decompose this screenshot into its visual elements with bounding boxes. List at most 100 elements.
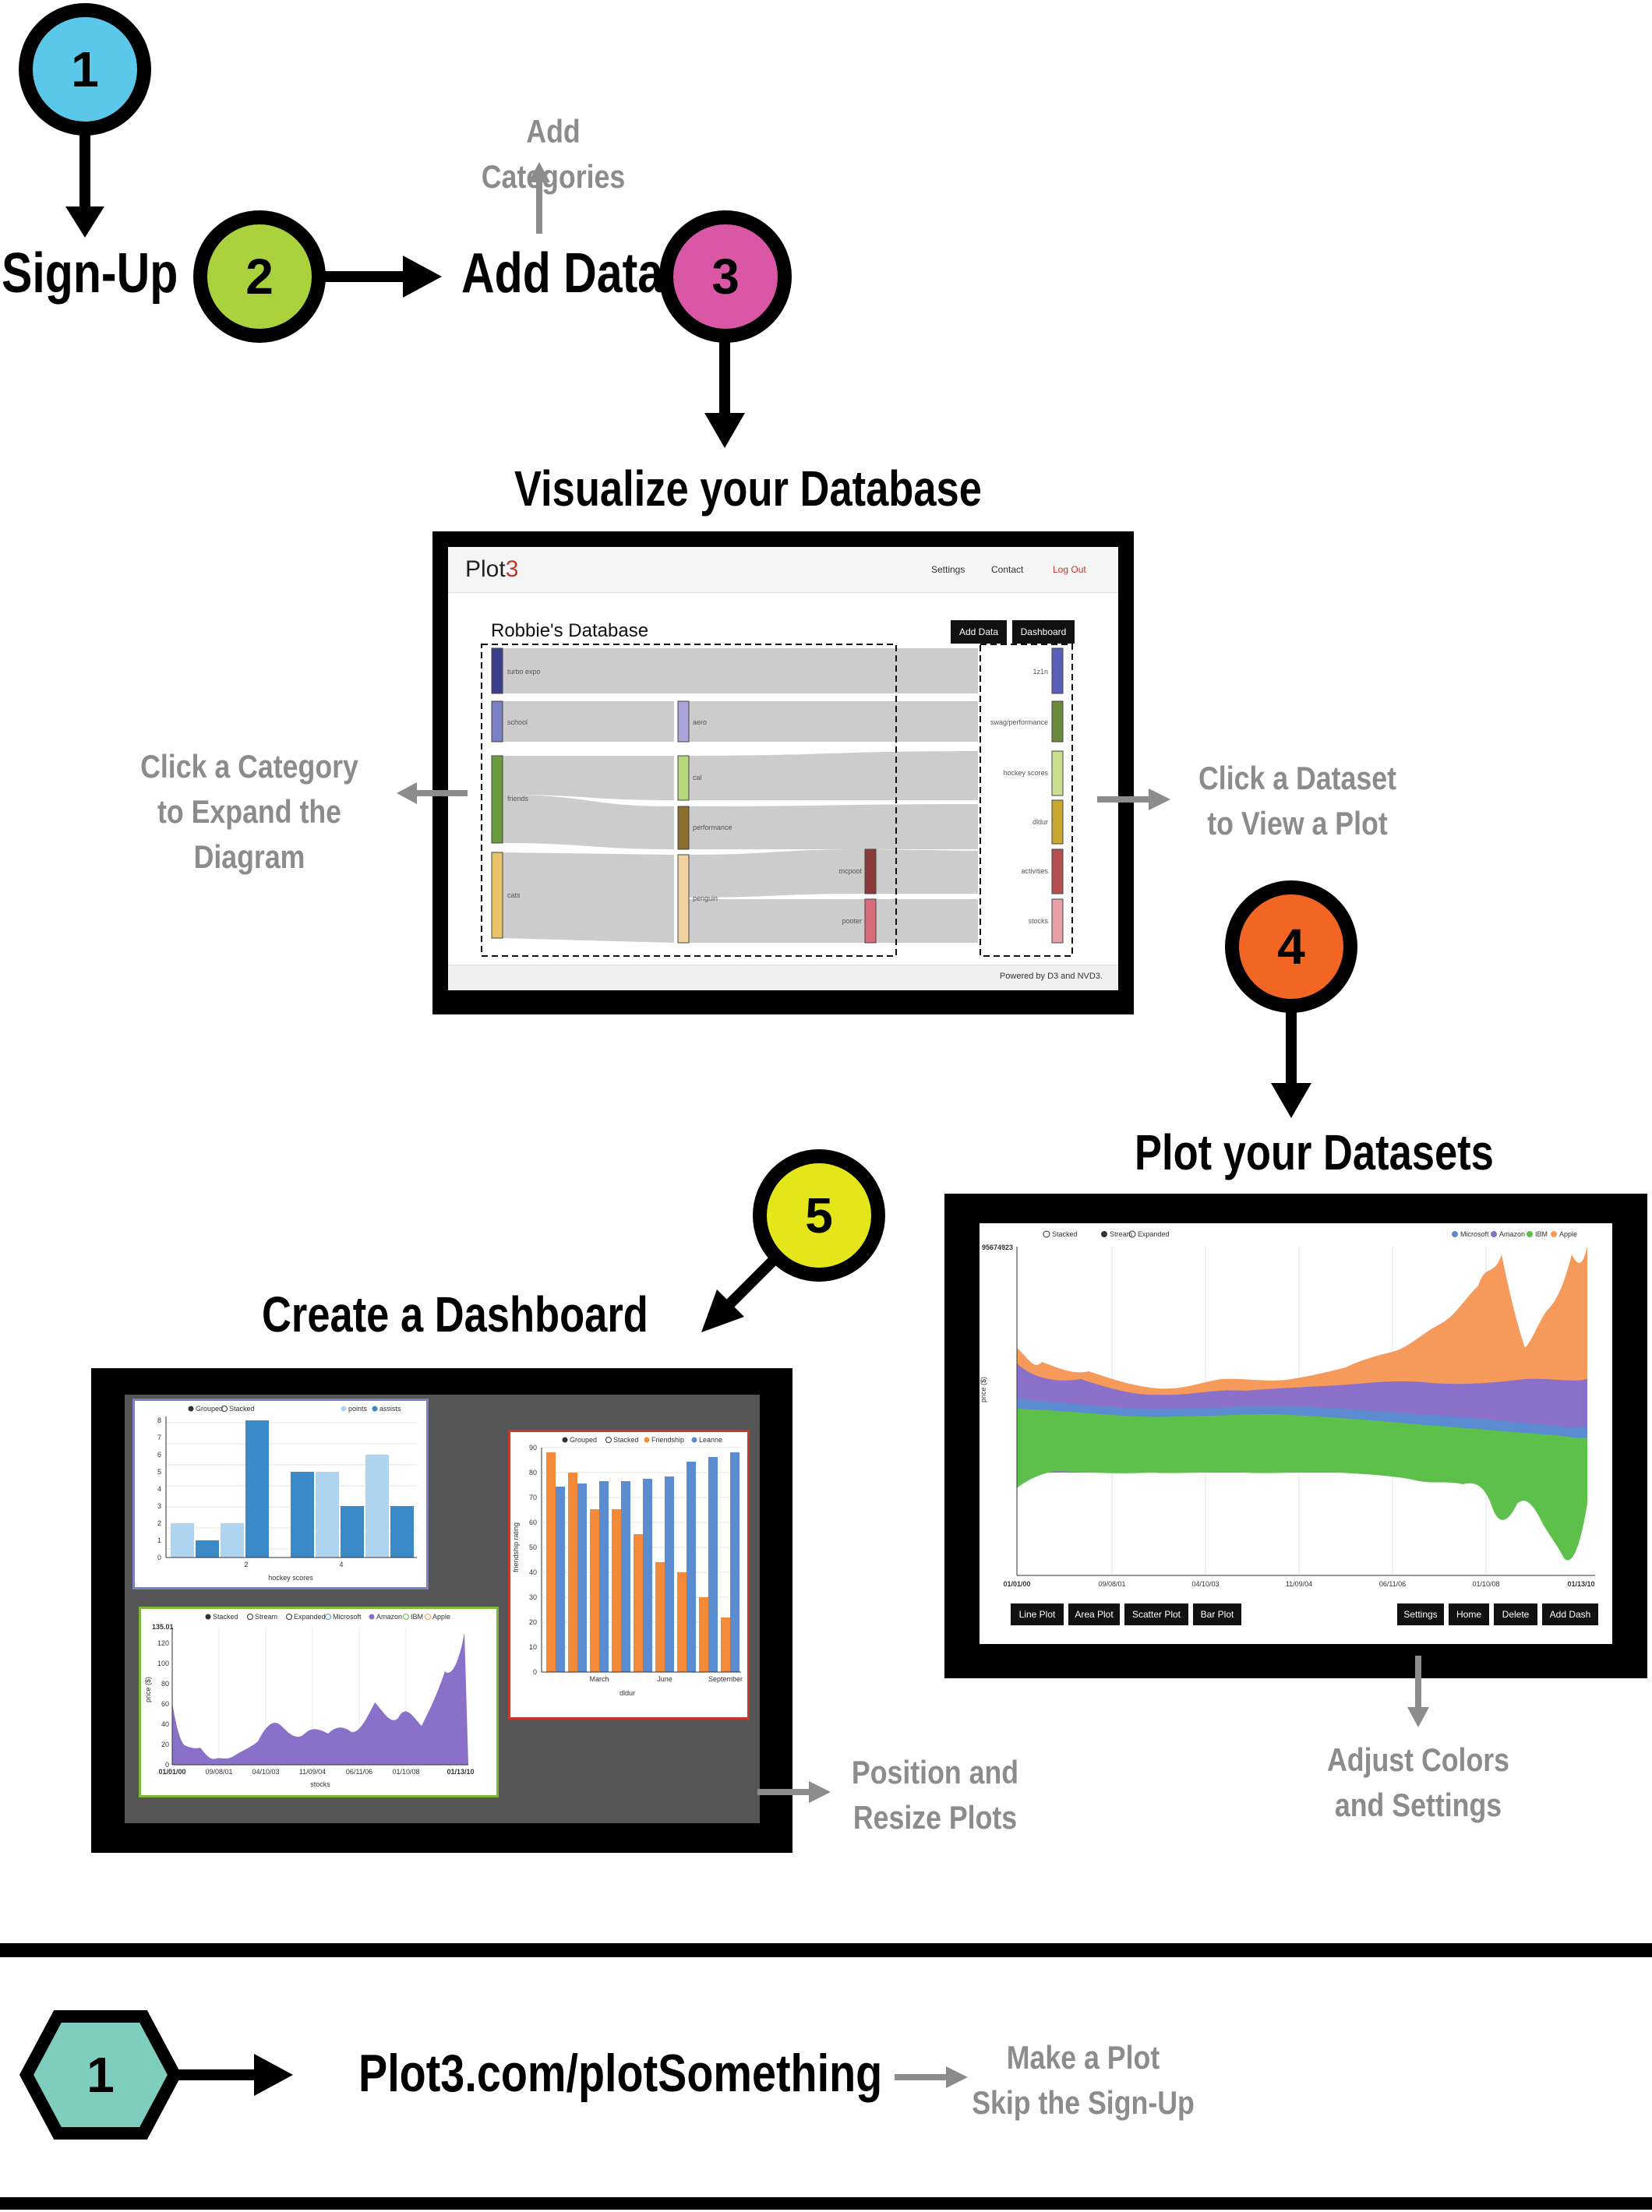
bar-dldur-7-friendship <box>677 1572 687 1672</box>
arrow-alt-step1 <box>176 2054 293 2096</box>
link-aero <box>682 701 978 742</box>
arrow-step4-down <box>1271 1005 1311 1118</box>
node-label-pooter: pooter <box>842 917 862 925</box>
make-plot-label: Make a Plot Skip the Sign-Up <box>971 2035 1196 2126</box>
click-dataset-line1: Click a Dataset <box>1198 760 1396 796</box>
mode-expanded: Expanded <box>1138 1230 1170 1238</box>
step-5-number: 5 <box>805 1187 833 1244</box>
bar-dldur-1-leanne <box>556 1487 565 1672</box>
nav-settings[interactable]: Settings <box>931 564 965 575</box>
stocks-microsoft-dot <box>325 1614 331 1620</box>
legend-ibm: IBM <box>1535 1230 1548 1238</box>
arrow-to-add-categories <box>528 162 550 234</box>
position-resize-line1: Position and <box>851 1754 1019 1790</box>
x-tick-6: 01/13/10 <box>1567 1580 1594 1588</box>
dldur-y-20: 20 <box>529 1618 537 1626</box>
dldur-y-70: 70 <box>529 1494 537 1501</box>
dldur-bars <box>546 1452 740 1672</box>
dashboard-button[interactable]: Dashboard <box>1012 620 1075 644</box>
dldur-panel[interactable]: Grouped Stacked Friendship Leanne friend… <box>508 1430 750 1720</box>
hockey-points-dot <box>341 1406 347 1412</box>
stocks-y-0: 0 <box>165 1761 169 1769</box>
node-hockey <box>1051 750 1064 796</box>
mode-stacked-radio <box>1043 1230 1050 1238</box>
database-title: Robbie's Database <box>491 620 649 641</box>
sankey-diagram: turbo expo school friends cats aero cal … <box>481 644 1073 957</box>
hockey-y-1: 1 <box>157 1536 161 1544</box>
node-label-aero: aero <box>693 718 707 726</box>
node-school <box>491 700 503 743</box>
x-tick-3: 11/09/04 <box>1286 1580 1312 1588</box>
bar-hockey-5-assists <box>390 1506 414 1558</box>
dldur-y-50: 50 <box>529 1543 537 1551</box>
delete-button[interactable]: Delete <box>1494 1603 1537 1625</box>
node-label-swag: swag/performance <box>990 718 1048 726</box>
dldur-y-40: 40 <box>529 1568 537 1576</box>
stocks-chart: Stacked Stream Expanded Microsoft Amazon… <box>144 1613 475 1788</box>
brand-accent: 3 <box>505 556 519 582</box>
nav-logout[interactable]: Log Out <box>1053 564 1086 575</box>
bar-dldur-8-friendship <box>699 1597 708 1672</box>
legend-amazon-dot <box>1491 1231 1497 1237</box>
database-screen: Plot3 Settings Contact Log Out Robbie's … <box>448 547 1118 990</box>
stocks-top-value: 135.01 <box>152 1623 174 1631</box>
stocks-ibm-dot <box>403 1614 409 1620</box>
dldur-grouped-dot <box>562 1437 568 1443</box>
node-dldur <box>1051 799 1064 845</box>
step-3-number: 3 <box>711 249 740 305</box>
scatter-plot-button[interactable]: Scatter Plot <box>1124 1603 1188 1625</box>
dldur-legend-leanne: Leanne <box>699 1436 722 1444</box>
node-label-penguin: penguin <box>693 894 718 902</box>
footer-bar <box>448 965 1118 990</box>
area-ibm <box>1017 1409 1587 1561</box>
area-stocks-amazon <box>172 1632 468 1765</box>
bar-dldur-4-friendship <box>612 1509 621 1672</box>
bar-hockey-3-assists <box>291 1472 314 1558</box>
stocks-legend-stacked: Stacked <box>213 1613 238 1621</box>
dldur-y-80: 80 <box>529 1469 537 1476</box>
home-button[interactable]: Home <box>1449 1603 1489 1625</box>
settings-button[interactable]: Settings <box>1397 1603 1444 1625</box>
bar-plot-button[interactable]: Bar Plot <box>1193 1603 1241 1625</box>
add-dash-button[interactable]: Add Dash <box>1542 1603 1598 1625</box>
dldur-y-30: 30 <box>529 1593 537 1601</box>
bar-dldur-7-leanne <box>687 1462 696 1672</box>
legend-apple: Apple <box>1559 1230 1577 1238</box>
step-4-badge: 4 <box>1225 880 1357 1013</box>
nav-contact[interactable]: Contact <box>991 564 1024 575</box>
stocks-stream-radio <box>247 1614 253 1620</box>
node-label-stocks: stocks <box>1028 917 1048 925</box>
legend-apple-dot <box>1551 1231 1557 1237</box>
position-resize-line2: Resize Plots <box>852 1799 1018 1836</box>
legend-microsoft: Microsoft <box>1460 1230 1489 1238</box>
stocks-x-5: 01/10/08 <box>392 1768 419 1776</box>
node-1z1n <box>1051 647 1064 694</box>
plot-screen: Stacked Stream Expanded Microsoft Amazon… <box>980 1223 1612 1644</box>
hockey-panel[interactable]: Grouped Stacked points assists <box>132 1399 429 1589</box>
line-plot-button[interactable]: Line Plot <box>1011 1603 1064 1625</box>
area-plot-button[interactable]: Area Plot <box>1068 1603 1120 1625</box>
dldur-legend-friendship: Friendship <box>651 1436 684 1444</box>
node-cats <box>491 852 503 939</box>
adjust-colors-line1: Adjust Colors <box>1326 1741 1510 1778</box>
arrow-step5-diag <box>701 1251 783 1332</box>
node-stocks <box>1051 898 1064 944</box>
stocks-legend-amazon: Amazon <box>376 1613 402 1621</box>
stocks-amazon-dot <box>369 1614 375 1620</box>
step-2-number: 2 <box>245 249 274 305</box>
arrow-to-click-category <box>397 782 468 804</box>
plot-something-url[interactable]: Plot3.com/plotSomething <box>358 2044 883 2103</box>
link-mcpoot <box>873 849 978 894</box>
hockey-y-2: 2 <box>157 1519 161 1527</box>
node-label-1z1n: 1z1n <box>1032 668 1048 676</box>
legend-ibm-dot <box>1527 1231 1533 1237</box>
bar-dldur-9-friendship <box>721 1618 730 1672</box>
stocks-panel[interactable]: Stacked Stream Expanded Microsoft Amazon… <box>139 1607 499 1797</box>
stocks-legend-stream: Stream <box>255 1613 277 1621</box>
bar-dldur-9-leanne <box>730 1452 740 1672</box>
node-swag <box>1051 700 1064 743</box>
add-data-button[interactable]: Add Data <box>951 620 1007 644</box>
hockey-y-3: 3 <box>157 1502 161 1510</box>
brand-logo[interactable]: Plot3 <box>465 556 518 583</box>
hockey-y-8: 8 <box>157 1416 161 1424</box>
